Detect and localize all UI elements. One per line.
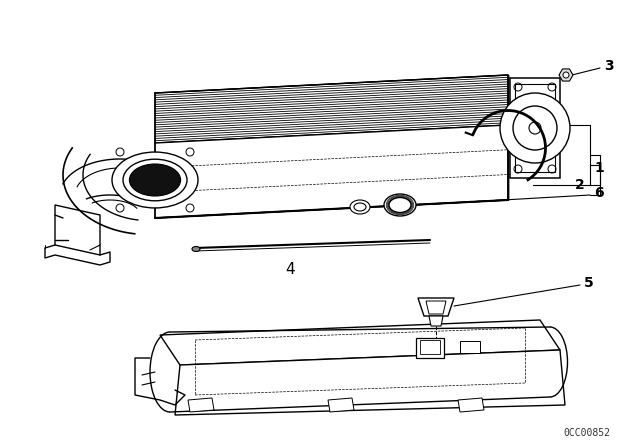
Polygon shape xyxy=(416,338,444,358)
Polygon shape xyxy=(426,301,446,314)
Ellipse shape xyxy=(350,200,370,214)
Polygon shape xyxy=(559,69,573,81)
Ellipse shape xyxy=(384,194,416,216)
Text: 3: 3 xyxy=(604,59,614,73)
Polygon shape xyxy=(418,298,454,316)
Text: 2: 2 xyxy=(575,178,585,192)
Polygon shape xyxy=(429,316,443,326)
Ellipse shape xyxy=(389,198,411,212)
Polygon shape xyxy=(510,78,560,178)
Circle shape xyxy=(116,148,124,156)
Polygon shape xyxy=(328,398,354,412)
Ellipse shape xyxy=(112,152,198,208)
Ellipse shape xyxy=(354,203,366,211)
Circle shape xyxy=(186,204,194,212)
Polygon shape xyxy=(460,341,480,353)
Polygon shape xyxy=(155,75,508,143)
Text: 1: 1 xyxy=(594,161,604,175)
Circle shape xyxy=(529,122,541,134)
Text: 5: 5 xyxy=(584,276,594,290)
Ellipse shape xyxy=(129,164,180,196)
Polygon shape xyxy=(515,84,555,172)
Polygon shape xyxy=(155,125,508,218)
Text: 6: 6 xyxy=(594,186,604,200)
Circle shape xyxy=(513,106,557,150)
Text: 0CC00852: 0CC00852 xyxy=(563,428,610,438)
Polygon shape xyxy=(188,398,214,412)
Ellipse shape xyxy=(123,159,187,201)
Ellipse shape xyxy=(192,246,200,251)
Text: 4: 4 xyxy=(285,263,295,277)
Polygon shape xyxy=(420,340,440,354)
Polygon shape xyxy=(160,320,560,365)
Circle shape xyxy=(186,148,194,156)
Polygon shape xyxy=(55,205,100,255)
Circle shape xyxy=(563,72,569,78)
Circle shape xyxy=(116,204,124,212)
Circle shape xyxy=(500,93,570,163)
Polygon shape xyxy=(458,398,484,412)
Polygon shape xyxy=(175,350,565,415)
